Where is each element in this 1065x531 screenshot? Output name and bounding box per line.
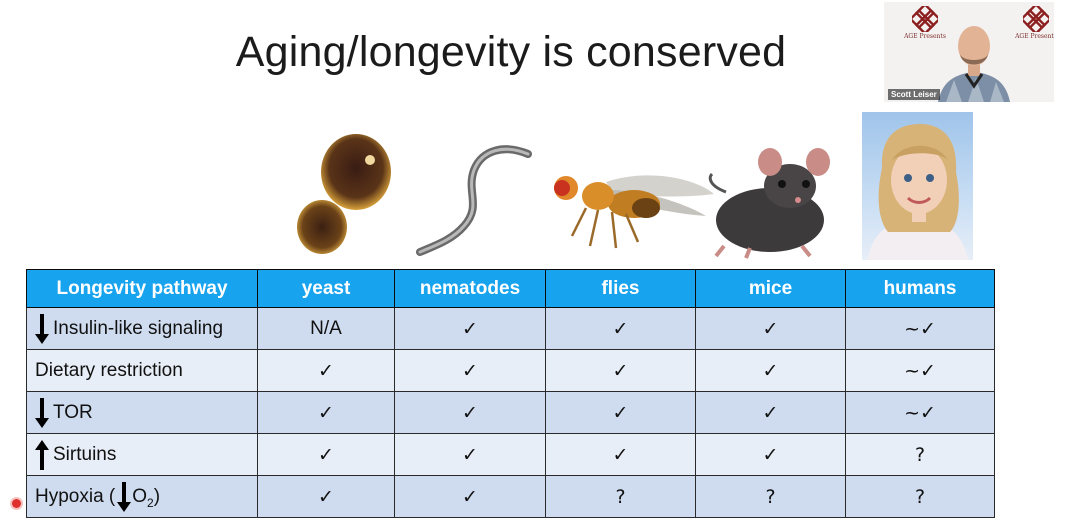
table-cell: ✓ (257, 475, 395, 518)
pathway-label-prefix: Hypoxia ( (35, 485, 116, 507)
pathway-label-cell: Hypoxia ( O2) (26, 475, 258, 518)
human-child-photo (862, 112, 973, 260)
table-cell: ✓ (394, 307, 546, 350)
table-cell: ? (545, 475, 696, 518)
age-logo-left: AGE Presents (902, 6, 948, 40)
knot-logo-icon (912, 6, 938, 32)
pathway-label-cell: Sirtuins (26, 433, 258, 476)
speaker-name-label: Scott Leiser (888, 89, 940, 100)
header-longevity-pathway: Longevity pathway (26, 269, 258, 308)
recording-indicator-icon[interactable] (12, 499, 21, 508)
oxygen-subscript: 2 (147, 495, 154, 510)
table-cell: ✓ (545, 433, 696, 476)
nematode-image (416, 145, 532, 256)
yeast-image (297, 134, 391, 254)
table-cell: ✓ (394, 349, 546, 392)
table-header-row: Longevity pathway yeast nematodes flies … (26, 269, 995, 308)
oxygen-symbol: O (132, 485, 148, 507)
table-cell: ✓ (394, 433, 546, 476)
mouse-image (708, 148, 830, 259)
pathway-label: Sirtuins (53, 443, 117, 465)
header-humans: humans (845, 269, 995, 308)
fly-image (554, 175, 714, 249)
speaker-video-tile[interactable]: AGE Presents AGE Presents Scott Leiser (884, 2, 1054, 102)
table-cell: ? (845, 475, 995, 518)
table-cell: ~✓ (845, 349, 995, 392)
longevity-pathway-table: Longevity pathway yeast nematodes flies … (26, 269, 995, 518)
table-cell: ✓ (545, 349, 696, 392)
knot-logo-icon (1023, 6, 1049, 32)
table-cell: ✓ (257, 349, 395, 392)
table-cell: ? (695, 475, 846, 518)
header-yeast: yeast (257, 269, 395, 308)
arrow-down-icon (35, 397, 49, 428)
pathway-label-cell: Dietary restriction (26, 349, 258, 392)
pathway-label: Insulin-like signaling (53, 317, 224, 339)
table-cell: ~✓ (845, 307, 995, 350)
pathway-label-cell: TOR (26, 391, 258, 434)
pathway-label-suffix: ) (153, 485, 161, 507)
table-cell: ✓ (394, 475, 546, 518)
pathway-label: TOR (53, 401, 93, 423)
slide-title: Aging/longevity is conserved (235, 28, 787, 76)
age-logo-right: AGE Presents (1013, 6, 1054, 40)
table-cell: ✓ (545, 391, 696, 434)
header-nematodes: nematodes (394, 269, 546, 308)
table-cell: ✓ (257, 433, 395, 476)
table-row: Sirtuins ✓ ✓ ✓ ✓ ? (26, 433, 995, 476)
table-cell: ✓ (695, 307, 846, 350)
header-flies: flies (545, 269, 696, 308)
table-cell: ✓ (695, 349, 846, 392)
pathway-label-cell: Insulin-like signaling (26, 307, 258, 350)
logo-text: AGE Presents (904, 33, 946, 40)
table-row: Insulin-like signaling N/A ✓ ✓ ✓ ~✓ (26, 307, 995, 350)
pathway-label: Dietary restriction (35, 359, 183, 381)
table-cell: ✓ (695, 433, 846, 476)
table-cell: ✓ (545, 307, 696, 350)
table-cell: ✓ (695, 391, 846, 434)
table-row: Dietary restriction ✓ ✓ ✓ ✓ ~✓ (26, 349, 995, 392)
arrow-down-icon (117, 481, 132, 512)
table-row: Hypoxia ( O2) ✓ ✓ ? ? ? (26, 475, 995, 518)
logo-text: AGE Presents (1015, 33, 1054, 40)
table-cell: ? (845, 433, 995, 476)
header-mice: mice (695, 269, 846, 308)
table-cell: ✓ (257, 391, 395, 434)
speaker-avatar (938, 26, 1010, 102)
table-cell: ✓ (394, 391, 546, 434)
table-cell: N/A (257, 307, 395, 350)
arrow-up-icon (35, 439, 49, 470)
table-row: TOR ✓ ✓ ✓ ✓ ~✓ (26, 391, 995, 434)
arrow-down-icon (35, 313, 49, 344)
table-cell: ~✓ (845, 391, 995, 434)
